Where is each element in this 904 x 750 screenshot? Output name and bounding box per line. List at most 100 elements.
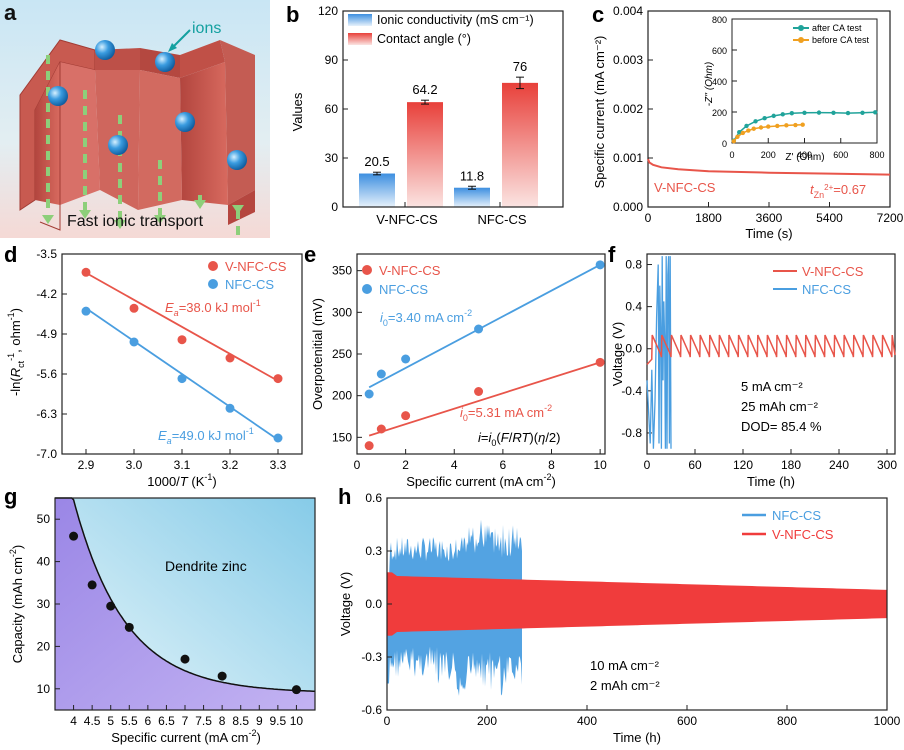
panel-d-chart: 2.9 3.0 3.1 3.2 3.3-3.5-4.2-4.9-5.6-6.3-7.0 … [6,247,303,489]
legend-label-conductivity: Ionic conductivity (mS cm⁻¹) [377,13,534,27]
panel-c-transference-number: tZn2+=0.67 [810,182,866,200]
panel-h-xlabel: Time (h) [613,730,661,745]
panel-c-xtick-label: 3600 [756,211,783,225]
ions-arrowhead [168,43,177,52]
panel-f-xtick-label: 0 [644,458,651,472]
panel-f-ytick-label: 0.4 [625,300,642,314]
data-point [595,357,605,367]
panel-d-ea-v-nfc-cs: Ea=38.0 kJ mol-1 [165,298,261,318]
fit-line [368,264,601,389]
panel-d-ea-nfc-cs: Ea=49.0 kJ mol-1 [158,426,254,446]
panel-g-xtick-label: 4 [70,714,77,728]
panel-g-xtick-label: 6 [145,714,152,728]
data-point [129,303,139,313]
panel-c-chart: 0 1800 3600 5400 7200 0.000 0.001 0.002 0.003 0.0… [592,4,904,241]
panel-e-i0-v-nfc-cs: i0=5.31 mA cm-2 [460,403,552,423]
inset-ytick-label: 600 [712,46,727,56]
data-point [474,387,484,396]
panel-f-note-current: 5 mA cm⁻² [741,379,803,394]
panel-g-letter: g [4,484,17,509]
panel-e-xtick-label: 8 [548,458,555,472]
panel-b-category-label: V-NFC-CS [376,212,438,227]
panel-h-xtick-label: 200 [477,714,497,728]
panel-h-xtick-label: 400 [577,714,597,728]
panel-d-ylabel: -ln(Rct-1, ohm-1) [6,308,26,396]
panel-h-ytick-label: 0.0 [365,597,382,611]
inset-point [758,125,764,130]
ion-path-arrowhead [114,220,126,229]
panel-g-ytick-label: 40 [37,555,51,569]
panel-h-ytick-label: 0.6 [365,491,382,505]
bar-data-label: 76 [513,59,527,74]
fit-line [85,272,279,382]
panel-h-letter: h [338,484,351,509]
inset-point [831,110,836,115]
panel-h-xtick-label: 1000 [874,714,901,728]
panel-d-legend: V-NFC-CS NFC-CS [208,259,287,292]
data-point [474,324,484,334]
ion-sphere-icon [95,40,115,60]
panel-d-xtick-label: 2.9 [78,458,95,472]
panel-c-ylabel: Specific current (mA cm⁻²) [592,36,607,189]
inset-point [766,124,771,129]
ion-path-arrowhead [79,210,91,219]
panel-f-chart: 0 60 120 180 240 300 -0.8 -0.4 0.0 0.4 0.8 Voltage… [610,253,897,489]
data-point [106,601,116,611]
panel-c-xtick-label: 5400 [816,211,843,225]
panel-b-ytick-label: 90 [325,53,339,67]
panel-f-ytick-label: -0.4 [621,384,642,398]
inset-point [800,122,805,127]
legend-swatch-conductivity [348,14,372,26]
inset-xtick-label: 200 [761,150,776,160]
inset-xtick-label: 0 [729,150,734,160]
legend-label-v-nfc-cs: V-NFC-CS [802,264,864,279]
legend-label-contact-angle: Contact angle (°) [377,32,471,46]
panel-g-ytick-label: 30 [37,597,51,611]
ion-sphere-icon [227,150,247,170]
panel-h-v-nfc-cs-band [387,572,887,636]
inset-point [731,138,737,144]
panel-d-xtick-label: 3.2 [222,458,239,472]
panel-c-ytick-label: 0.003 [613,53,643,67]
panel-f-note-capacity: 25 mAh cm⁻² [741,399,819,414]
panel-e-xtick-label: 0 [354,458,361,472]
panel-e-ytick-label: 150 [332,430,352,444]
panel-c-xtick-label: 0 [645,211,652,225]
data-point [124,622,134,632]
panel-h-note-capacity: 2 mAh cm⁻² [590,678,660,693]
inset-point [793,122,798,128]
inset-point [737,129,742,135]
panel-f-ytick-label: 0.8 [625,258,642,272]
inset-ytick-label: 800 [712,15,727,25]
panel-g-xlabel: Specific current (mA cm-2) [111,728,261,745]
panel-d-ytick-label: -5.6 [36,367,57,381]
panel-c-ytick-label: 0.000 [613,200,643,214]
panel-c-current-line [647,158,891,176]
fit-line [368,361,601,437]
panel-d-letter: d [4,242,17,267]
inset-point [744,123,749,129]
panel-b-legend: Ionic conductivity (mS cm⁻¹) Contact ang… [348,13,534,46]
panel-c-ytick-label: 0.001 [613,151,643,165]
inset-point [802,110,807,115]
ions-arrow [171,29,191,49]
ions-label: ions [192,20,221,37]
data-point [87,580,97,590]
data-point [81,306,91,316]
legend-label-nfc-cs: NFC-CS [802,282,851,297]
panel-b-ytick-label: 60 [325,102,339,116]
ion-paths [42,55,244,235]
panel-f-ylabel: Voltage (V) [610,322,625,386]
bar-data-label: 11.8 [460,168,484,183]
ion-path-arrowhead [154,215,166,224]
data-point [291,685,301,695]
panel-g-ytick-label: 20 [37,639,51,653]
panel-h-xtick-label: 0 [384,714,391,728]
inset-ytick-label: 400 [712,77,727,87]
ion-path-arrowhead [42,215,54,224]
panel-h-ylabel: Voltage (V) [338,572,353,636]
panel-c-ytick-label: 0.002 [613,102,643,116]
panel-g-xtick-label: 9.5 [270,714,287,728]
ion-sphere-icon [155,52,175,72]
